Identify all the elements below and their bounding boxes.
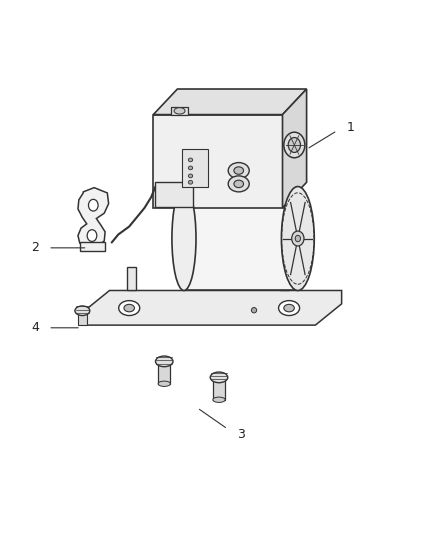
- Bar: [78, 309, 87, 325]
- Polygon shape: [155, 182, 193, 207]
- Polygon shape: [153, 115, 283, 208]
- Polygon shape: [171, 107, 188, 115]
- Ellipse shape: [158, 381, 170, 386]
- Ellipse shape: [213, 397, 225, 402]
- Ellipse shape: [174, 108, 185, 114]
- Ellipse shape: [87, 230, 97, 241]
- Bar: [182, 149, 208, 187]
- Ellipse shape: [188, 180, 193, 184]
- Ellipse shape: [234, 167, 244, 174]
- Ellipse shape: [292, 231, 304, 246]
- Text: 3: 3: [237, 428, 245, 441]
- Text: 2: 2: [31, 241, 39, 254]
- Ellipse shape: [234, 180, 244, 188]
- Ellipse shape: [210, 372, 228, 383]
- Ellipse shape: [88, 199, 98, 211]
- Bar: [158, 360, 170, 384]
- Bar: [184, 187, 298, 290]
- Ellipse shape: [281, 187, 314, 290]
- Ellipse shape: [284, 304, 294, 312]
- Ellipse shape: [251, 308, 257, 313]
- Ellipse shape: [228, 176, 249, 192]
- Polygon shape: [78, 188, 109, 247]
- Polygon shape: [280, 266, 289, 290]
- Bar: [213, 376, 225, 400]
- Text: 4: 4: [31, 321, 39, 334]
- Ellipse shape: [75, 306, 90, 316]
- Polygon shape: [83, 290, 342, 325]
- Ellipse shape: [172, 187, 196, 290]
- Ellipse shape: [188, 158, 193, 162]
- Ellipse shape: [295, 236, 300, 241]
- Polygon shape: [127, 266, 136, 290]
- Ellipse shape: [284, 132, 305, 158]
- Ellipse shape: [119, 301, 140, 316]
- Ellipse shape: [228, 163, 249, 179]
- Ellipse shape: [124, 304, 134, 312]
- Ellipse shape: [279, 301, 300, 316]
- Ellipse shape: [155, 356, 173, 367]
- Polygon shape: [283, 89, 307, 208]
- Text: 1: 1: [346, 122, 354, 134]
- Polygon shape: [80, 242, 105, 251]
- Ellipse shape: [188, 174, 193, 178]
- Polygon shape: [153, 89, 307, 115]
- Ellipse shape: [188, 166, 193, 169]
- Ellipse shape: [288, 138, 300, 152]
